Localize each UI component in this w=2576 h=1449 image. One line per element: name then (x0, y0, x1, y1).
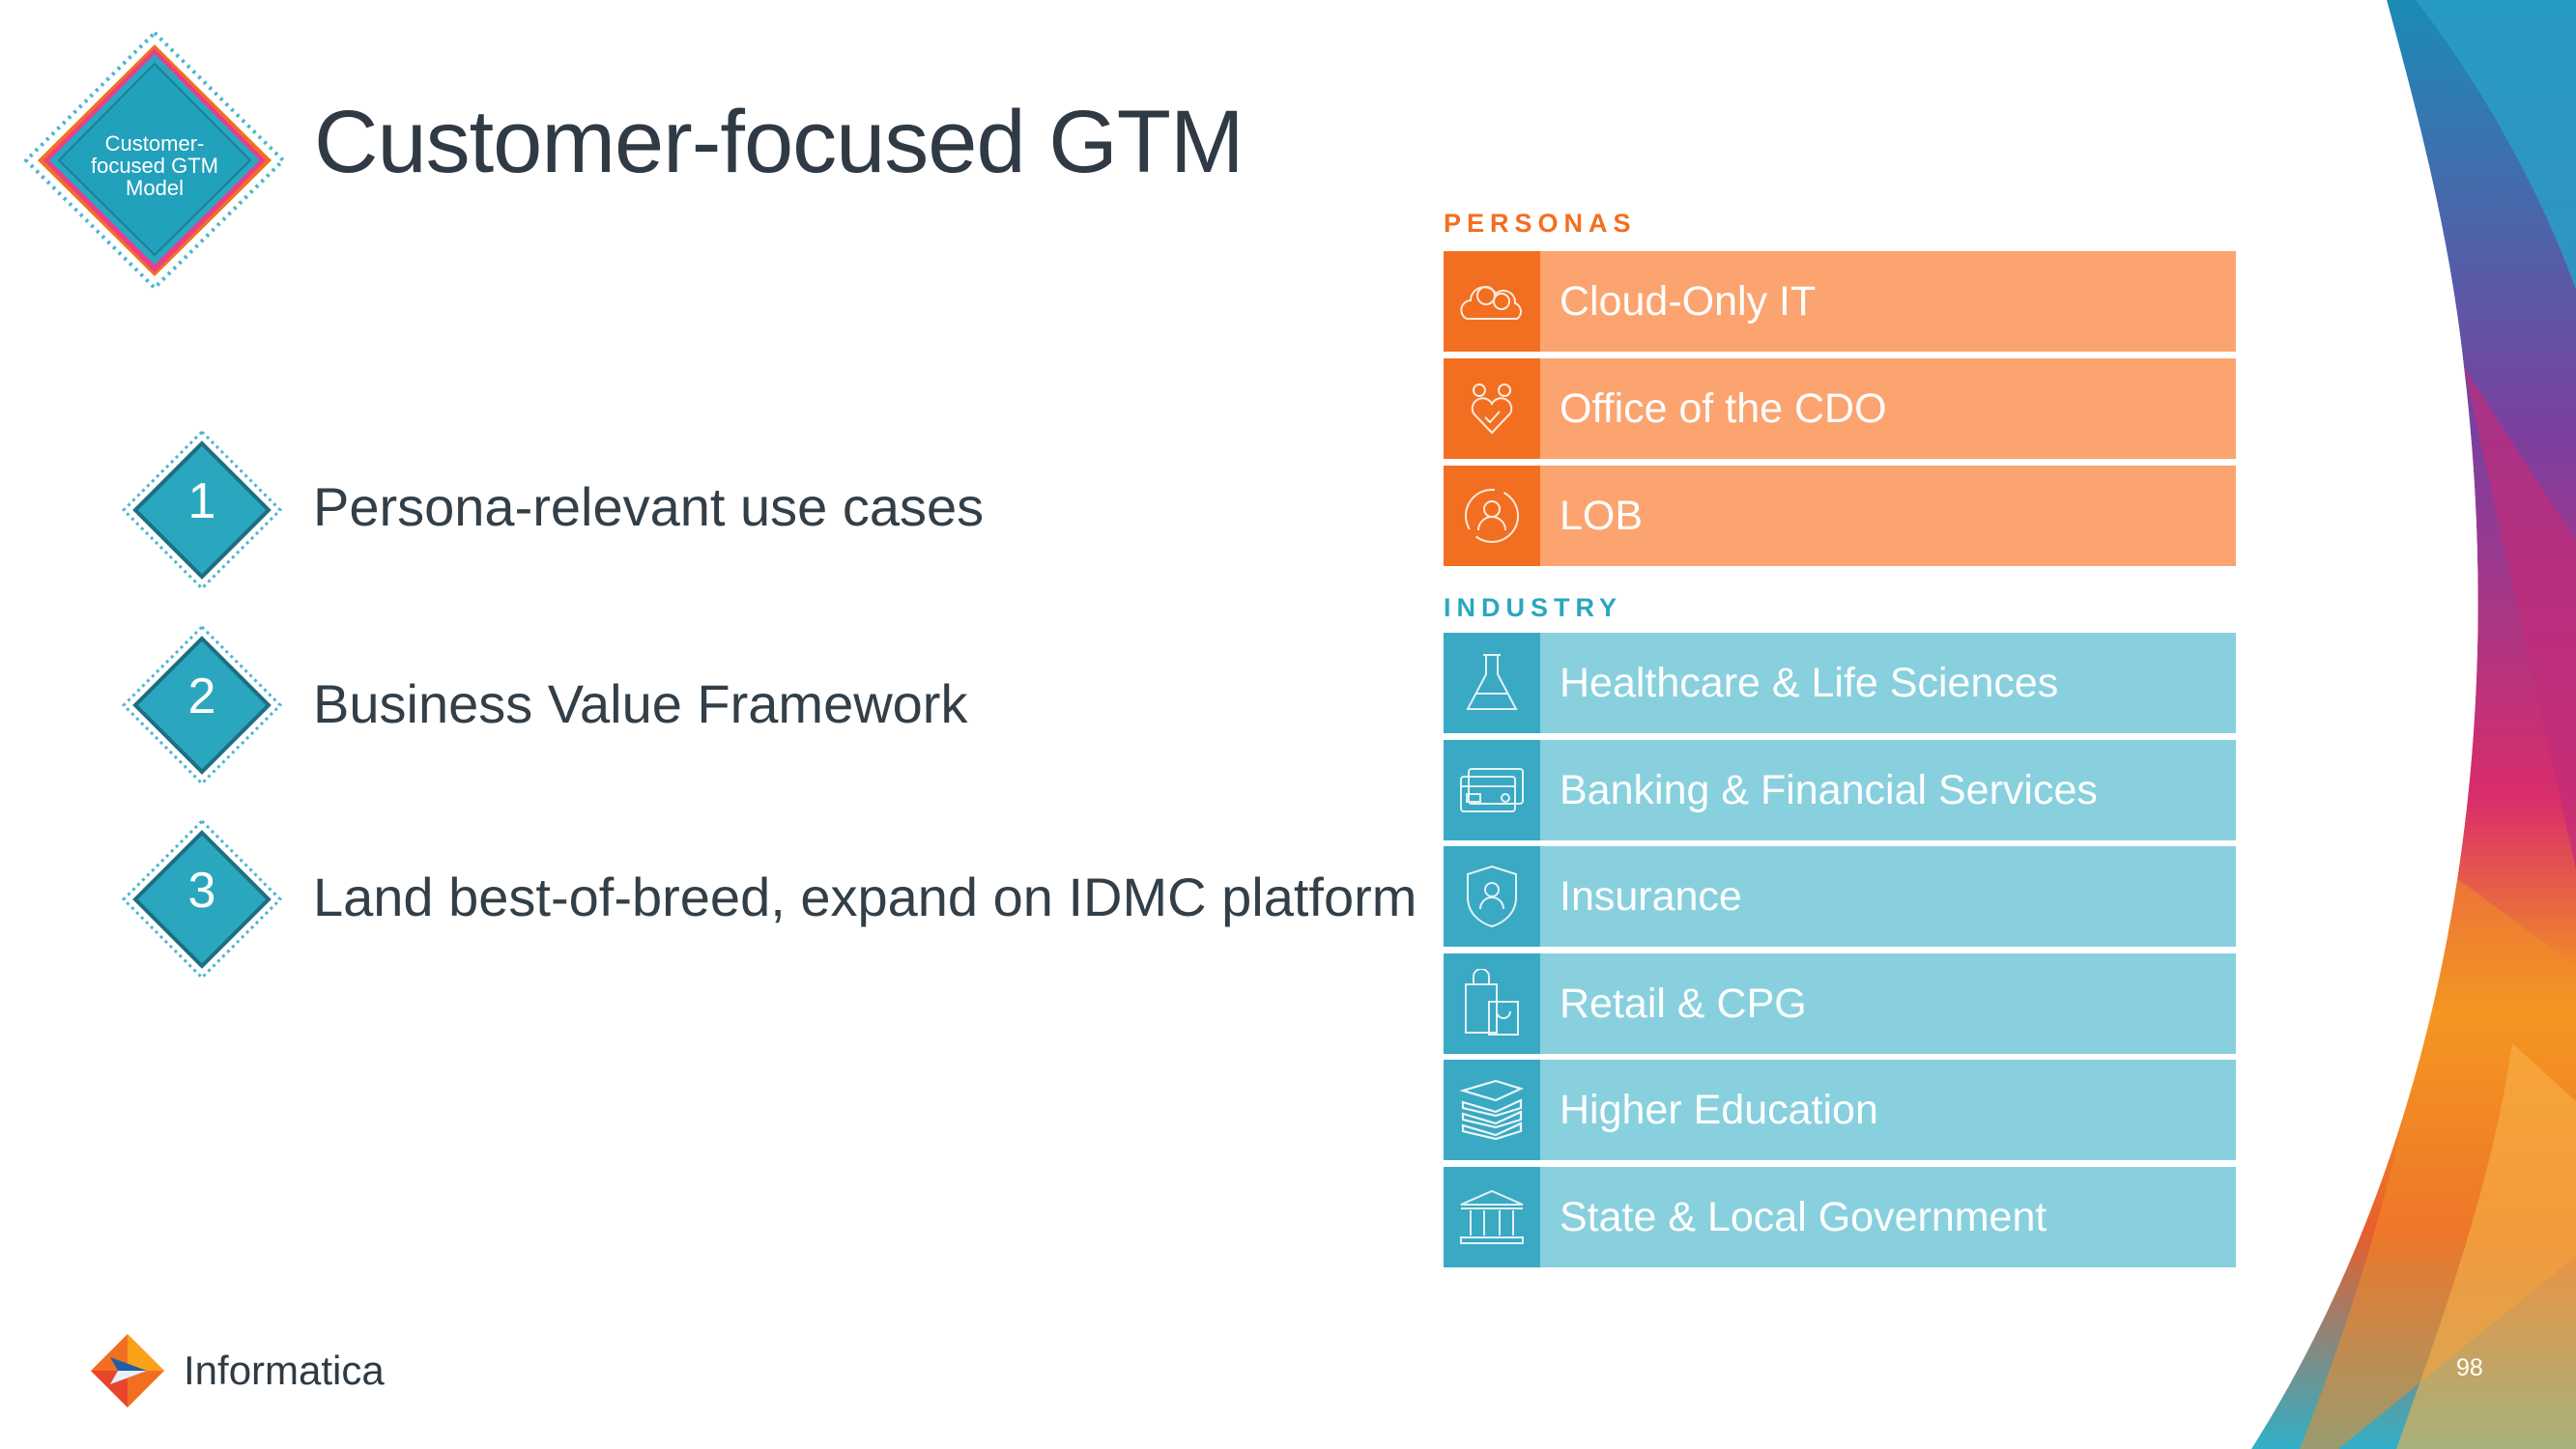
industry-row-government: State & Local Government (1444, 1167, 2236, 1267)
point-number-1: 1 (122, 472, 282, 530)
industry-label: Insurance (1540, 846, 2236, 947)
point-badge-3: 3 (122, 819, 282, 980)
books-icon (1444, 1060, 1540, 1160)
industry-label: State & Local Government (1540, 1167, 2236, 1267)
point-number-2: 2 (122, 668, 282, 725)
industry-row-insurance: Insurance (1444, 846, 2236, 947)
gtm-model-badge: Customer- focused GTM Model (24, 31, 285, 290)
persona-label: Office of the CDO (1540, 358, 2236, 459)
point-badge-2: 2 (122, 625, 282, 785)
point-number-3: 3 (122, 862, 282, 920)
persona-row-lob: LOB (1444, 466, 2236, 566)
page-number: 98 (2456, 1354, 2483, 1382)
industry-label: Retail & CPG (1540, 953, 2236, 1054)
credit-card-icon (1444, 740, 1540, 840)
industry-label: Healthcare & Life Sciences (1540, 633, 2236, 733)
industry-heading: INDUSTRY (1444, 593, 1622, 623)
point-text-2: Business Value Framework (313, 672, 967, 735)
point-text-3: Land best-of-breed, expand on IDMC platf… (313, 866, 1417, 928)
industry-label: Banking & Financial Services (1540, 740, 2236, 840)
point-text-1: Persona-relevant use cases (313, 475, 984, 538)
industry-row-healthcare: Healthcare & Life Sciences (1444, 633, 2236, 733)
decorative-art-panel (2222, 0, 2576, 1449)
user-cycle-icon (1444, 466, 1540, 566)
team-heart-icon (1444, 358, 1540, 459)
page-title: Customer-focused GTM (314, 92, 1244, 193)
persona-row-office-of-cdo: Office of the CDO (1444, 358, 2236, 459)
point-badge-1: 1 (122, 430, 282, 590)
personas-heading: PERSONAS (1444, 209, 1637, 239)
industry-row-banking: Banking & Financial Services (1444, 740, 2236, 840)
government-building-icon (1444, 1167, 1540, 1267)
informatica-logo-icon (89, 1332, 166, 1409)
badge-line-2: focused GTM (91, 154, 218, 178)
industry-row-retail: Retail & CPG (1444, 953, 2236, 1054)
cloud-icon (1444, 251, 1540, 352)
industry-label: Higher Education (1540, 1060, 2236, 1160)
industry-row-higher-education: Higher Education (1444, 1060, 2236, 1160)
badge-line-3: Model (126, 176, 184, 200)
persona-row-cloud-only-it: Cloud-Only IT (1444, 251, 2236, 352)
badge-line-1: Customer- (105, 131, 205, 156)
flask-icon (1444, 633, 1540, 733)
persona-label: Cloud-Only IT (1540, 251, 2236, 352)
logo-text: Informatica (184, 1348, 385, 1394)
informatica-logo: Informatica (89, 1331, 524, 1410)
shield-user-icon (1444, 846, 1540, 947)
shopping-bags-icon (1444, 953, 1540, 1054)
persona-label: LOB (1540, 466, 2236, 566)
